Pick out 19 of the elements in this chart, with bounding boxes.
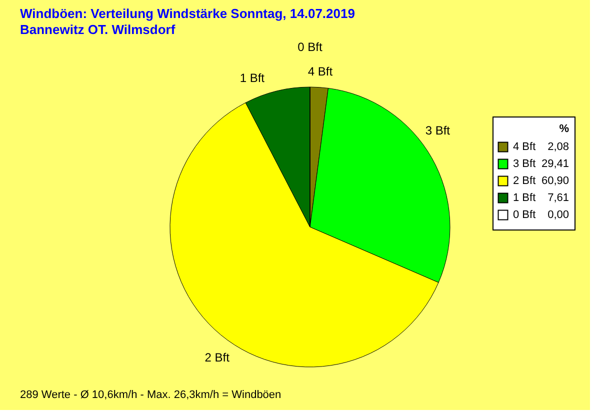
category-label: 0 Bft bbox=[298, 40, 322, 54]
slice-label: 4 Bft bbox=[308, 64, 334, 78]
slice-label: 3 Bft bbox=[425, 124, 451, 138]
data-label: 29,41 bbox=[541, 158, 569, 170]
slice-label: 2 Bft bbox=[204, 350, 230, 364]
data-label: 7,61 bbox=[548, 192, 569, 204]
chart-subtitle: Bannewitz OT. Wilmsdorf bbox=[20, 22, 176, 37]
legend-label: 0 Bft bbox=[513, 209, 536, 221]
data-label: 2,08 bbox=[548, 141, 569, 153]
slice-label: 1 Bft bbox=[240, 70, 266, 85]
legend-label: 1 Bft bbox=[513, 192, 536, 204]
legend-label: 2 Bft bbox=[513, 175, 536, 187]
chart-title: Windböen: Verteilung Windstärke Sonntag, 14.07.2019 bbox=[20, 6, 355, 21]
legend-label: 4 Bft bbox=[513, 141, 536, 153]
text: 289 Werte - Ø 10,6km/h - Max. 26,3km/h = Windböen bbox=[20, 389, 282, 401]
legend-label: 3 Bft bbox=[513, 158, 536, 170]
text: 0,00 bbox=[548, 209, 569, 221]
data-label: 60,90 bbox=[541, 175, 569, 187]
legend-title: % bbox=[559, 123, 570, 135]
